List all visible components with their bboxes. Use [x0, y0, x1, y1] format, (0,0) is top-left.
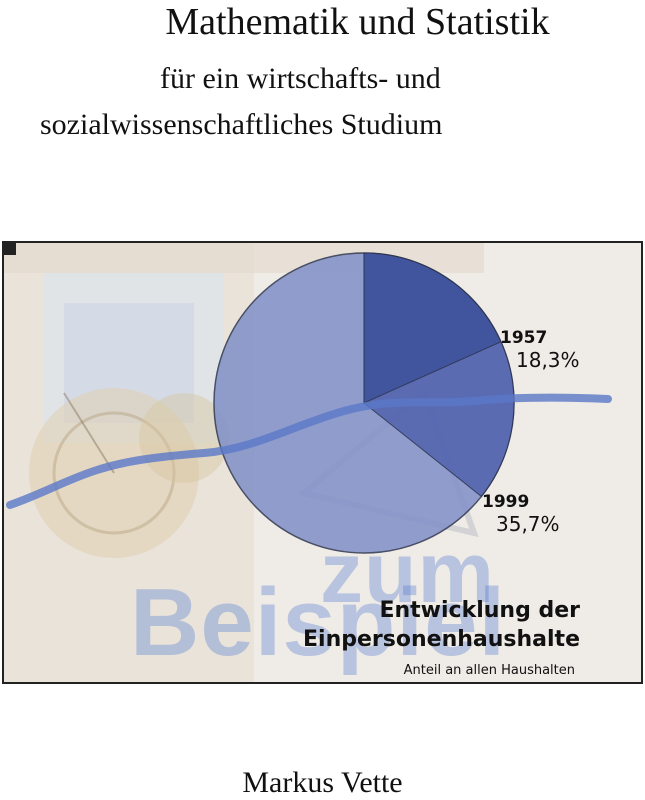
pie-slice-1957	[363, 252, 502, 404]
chart-caption-title-2: Einpersonenhaushalte	[303, 627, 580, 652]
book-subtitle: für ein wirtschafts- und sozialwissensch…	[40, 62, 640, 142]
label-value-1999: 35,7%	[496, 512, 560, 536]
chart-caption-subtitle: Anteil an allen Haushalten	[403, 663, 575, 678]
book-author: Markus Vette	[242, 766, 403, 799]
clock-hand	[63, 392, 115, 474]
label-year-1957: 1957	[500, 328, 548, 348]
watermark-text-zum: zum	[320, 525, 495, 621]
corner-mark	[4, 243, 16, 255]
book-title: Mathematik und Statistik	[165, 1, 550, 43]
subtitle-line-2: sozialwissenschaftliches Studium	[40, 108, 443, 141]
cover-illustration	[4, 243, 641, 682]
clock-ring	[52, 411, 176, 535]
label-year-1999: 1999	[482, 492, 530, 512]
cover-image	[2, 241, 643, 684]
subtitle-line-1: für ein wirtschafts- und	[160, 62, 441, 95]
trend-line	[6, 393, 612, 509]
label-value-1957: 18,3%	[516, 348, 580, 372]
chart-caption-title-1: Entwicklung der	[379, 598, 580, 623]
watermark-text-beispiel: Beispiel	[130, 569, 507, 676]
